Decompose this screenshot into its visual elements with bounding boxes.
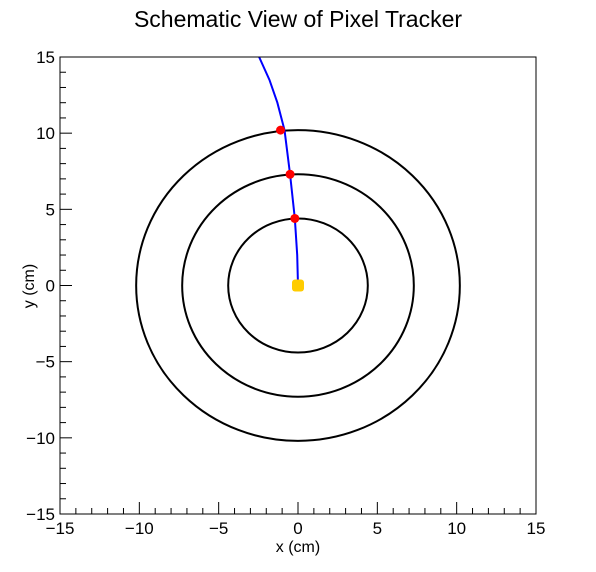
y-axis-ticks: −15 −10 −5 0 5 10 15 <box>26 48 72 524</box>
hit-point-3 <box>276 125 286 135</box>
x-tick-label: −15 <box>46 519 75 538</box>
y-axis-label: y (cm) <box>21 264 38 308</box>
x-tick-label: 15 <box>527 519 546 538</box>
x-axis-label: x (cm) <box>276 539 320 556</box>
y-tick-label: 5 <box>46 200 55 219</box>
x-tick-label: 5 <box>373 519 382 538</box>
x-tick-label: −10 <box>125 519 154 538</box>
x-tick-label: −5 <box>209 519 228 538</box>
y-tick-label: −5 <box>36 353 55 372</box>
y-tick-label: 10 <box>36 124 55 143</box>
y-tick-label: −10 <box>26 429 55 448</box>
layer-circle-2 <box>181 173 415 398</box>
vertex-marker <box>292 279 304 292</box>
x-tick-label: 10 <box>447 519 466 538</box>
y-tick-label: 0 <box>46 277 55 296</box>
hit-point-1 <box>290 213 300 223</box>
hit-points <box>276 125 300 223</box>
hit-point-2 <box>285 169 295 179</box>
x-tick-label: 0 <box>293 519 302 538</box>
x-axis-ticks: −15 −10 −5 0 5 10 15 <box>46 502 546 538</box>
particle-track <box>258 56 299 286</box>
y-tick-label: −15 <box>26 505 55 524</box>
chart-title: Schematic View of Pixel Tracker <box>134 6 462 32</box>
y-tick-label: 15 <box>36 48 55 67</box>
layer-circle-3 <box>135 129 461 442</box>
